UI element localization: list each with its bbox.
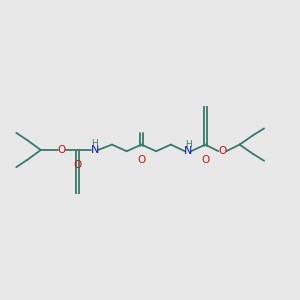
Text: H: H <box>92 139 98 148</box>
Text: O: O <box>137 155 146 165</box>
Text: O: O <box>218 146 226 156</box>
Text: O: O <box>201 155 209 165</box>
Text: H: H <box>185 140 191 149</box>
Text: N: N <box>184 146 192 156</box>
Text: O: O <box>58 145 66 155</box>
Text: O: O <box>74 160 82 170</box>
Text: N: N <box>91 145 99 155</box>
